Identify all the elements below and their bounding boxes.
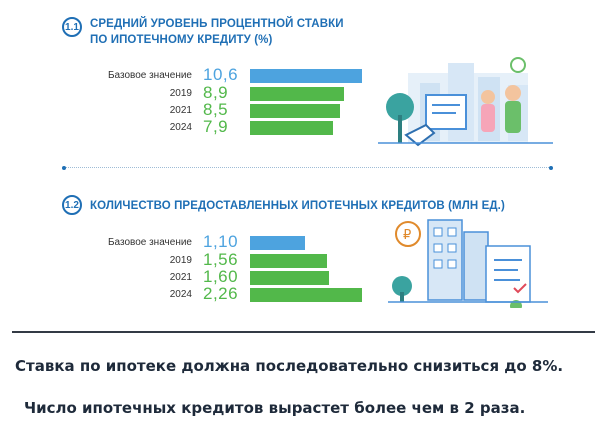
category-label: 2019	[169, 255, 192, 266]
section-number-badge: 1.2	[62, 195, 82, 215]
value-label: 7,9	[203, 117, 229, 136]
chart-title-line: КОЛИЧЕСТВО ПРЕДОСТАВЛЕННЫХ ИПОТЕЧНЫХ КРЕ…	[90, 200, 505, 212]
chart-title: СРЕДНИЙ УРОВЕНЬ ПРОЦЕНТНОЙ СТАВКИ ПО ИПО…	[90, 16, 344, 48]
chart-title-line: СРЕДНИЙ УРОВЕНЬ ПРОЦЕНТНОЙ СТАВКИ	[90, 18, 344, 30]
bar	[250, 121, 334, 135]
section-divider	[66, 167, 551, 168]
divider-dot	[549, 166, 553, 170]
chart-section-rate: 1.1 СРЕДНИЙ УРОВЕНЬ ПРОЦЕНТНОЙ СТАВКИ ПО…	[0, 0, 600, 165]
bar	[250, 104, 340, 118]
caption-rate: Ставка по ипотеке должна последовательно…	[15, 357, 564, 375]
category-label: 2024	[169, 289, 192, 300]
divider-dot	[62, 166, 66, 170]
category-label: 2021	[169, 105, 192, 116]
bar	[250, 271, 330, 285]
caption-separator	[12, 331, 595, 333]
value-label: 1,56	[203, 250, 239, 269]
category-label: 2021	[169, 272, 192, 283]
bar	[250, 87, 345, 101]
category-label: Базовое значение	[107, 70, 192, 81]
chart-section-loans: 1.2 КОЛИЧЕСТВО ПРЕДОСТАВЛЕННЫХ ИПОТЕЧНЫХ…	[0, 188, 600, 318]
value-label: 1,10	[203, 232, 239, 251]
chart-title-line: ПО ИПОТЕЧНОМУ КРЕДИТУ (%)	[90, 34, 273, 46]
value-label: 8,9	[203, 83, 229, 102]
value-label: 2,26	[203, 284, 239, 303]
section-number-badge: 1.1	[62, 17, 82, 37]
bar	[250, 236, 305, 250]
mortgage-city-family-illustration	[378, 57, 553, 147]
bar	[250, 69, 362, 83]
city-buildings-document-illustration: ₽	[388, 219, 548, 308]
value-label: 8,5	[203, 100, 229, 119]
value-label: 10,6	[203, 65, 239, 84]
category-label: 2024	[169, 122, 192, 133]
svg-text:₽: ₽	[403, 228, 411, 243]
value-label: 1,60	[203, 267, 239, 286]
category-label: 2019	[169, 88, 192, 99]
bar	[250, 288, 362, 302]
chart-title: КОЛИЧЕСТВО ПРЕДОСТАВЛЕННЫХ ИПОТЕЧНЫХ КРЕ…	[90, 198, 505, 214]
category-label: Базовое значение	[107, 237, 192, 248]
bar	[250, 254, 328, 268]
caption-loans: Число ипотечных кредитов вырастет более …	[24, 399, 526, 417]
